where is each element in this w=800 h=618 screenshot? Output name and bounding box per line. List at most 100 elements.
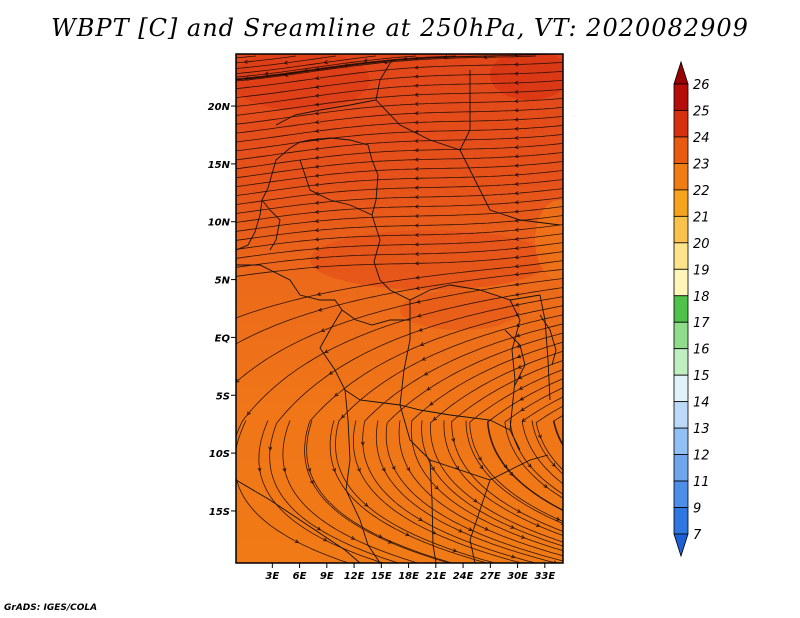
- streamline-arrow: [282, 467, 287, 473]
- streamline-arrow: [514, 126, 519, 131]
- streamline: [552, 414, 563, 447]
- colorbar-segment: [673, 163, 689, 191]
- colorbar-label: 15: [693, 369, 710, 384]
- streamline: [375, 420, 558, 563]
- streamline-arrow: [514, 108, 519, 113]
- streamline-arrow: [414, 157, 419, 162]
- streamline-arrow: [514, 282, 519, 287]
- streamline-arrow: [414, 204, 419, 209]
- colorbar-segment: [673, 83, 689, 111]
- streamline-arrow: [514, 172, 519, 177]
- streamline-arrow: [514, 62, 519, 67]
- colorbar-min-triangle: [673, 533, 689, 558]
- streamline: [236, 106, 563, 134]
- streamline-arrow: [414, 148, 419, 153]
- streamline-arrow: [415, 286, 420, 291]
- streamline: [486, 378, 563, 512]
- streamline-arrow: [314, 93, 320, 98]
- streamline: [487, 420, 563, 511]
- streamline-arrow: [514, 302, 520, 307]
- streamline: [353, 420, 523, 563]
- streamline: [236, 242, 563, 268]
- streamline-arrow: [414, 65, 419, 70]
- colorbar-label: 14: [693, 396, 710, 411]
- streamline-arrow: [527, 463, 532, 468]
- streamline-arrow: [503, 464, 508, 469]
- colorbar-segment: [673, 136, 689, 164]
- streamline-arrow: [378, 534, 383, 538]
- streamline-arrow: [414, 101, 419, 106]
- x-tick-label: 27E: [480, 571, 501, 582]
- streamline: [521, 396, 563, 485]
- streamline-arrow: [314, 255, 320, 260]
- streamline-arrow: [414, 251, 419, 256]
- y-tick-label: 15S: [209, 507, 230, 518]
- y-tick-label: 15N: [208, 160, 231, 171]
- streamline-arrow: [520, 407, 525, 412]
- streamline-arrow: [514, 255, 519, 260]
- streamline-arrow: [484, 526, 489, 531]
- streamline-arrow: [509, 471, 514, 477]
- colorbar-segment: [673, 268, 689, 297]
- streamline-arrow: [417, 313, 422, 318]
- streamline: [236, 287, 563, 438]
- streamline-arrow: [514, 292, 520, 297]
- map-panel: [235, 53, 564, 564]
- x-tick-label: 30E: [507, 571, 528, 582]
- y-tick-label: 10S: [209, 449, 230, 460]
- streamline-arrow: [514, 89, 519, 95]
- streamline-arrow: [314, 128, 320, 133]
- streamline-arrow: [514, 272, 519, 277]
- colorbar-segment: [673, 189, 689, 217]
- colorbar-label: 20: [693, 237, 710, 252]
- streamline: [304, 305, 563, 563]
- streamline: [236, 215, 563, 241]
- streamline-arrow: [518, 375, 523, 380]
- streamline-arrow: [419, 342, 425, 346]
- streamline-arrow: [316, 526, 322, 531]
- streamline-arrow: [415, 275, 420, 280]
- streamline: [236, 55, 417, 78]
- streamline-arrow: [314, 264, 320, 270]
- chart-title: WBPT [C] and Sreamline at 250hPa, VT: 20…: [51, 14, 749, 42]
- streamline-arrow: [314, 228, 319, 233]
- colorbar-segment: [673, 215, 689, 244]
- streamline-arrow: [537, 434, 542, 439]
- streamline-arrow: [350, 535, 356, 540]
- streamline-arrow: [334, 392, 339, 397]
- streamline-arrow: [514, 145, 519, 150]
- colorbar-segment: [673, 507, 689, 535]
- streamline: [236, 97, 563, 125]
- colorbar-label: 11: [693, 475, 710, 490]
- y-tick-label: 10N: [208, 218, 231, 229]
- streamline-arrow: [314, 182, 319, 187]
- y-tick-label: 5S: [216, 391, 230, 402]
- colorbar-label: 22: [693, 184, 710, 199]
- streamline-arrow: [514, 200, 519, 205]
- streamline-arrow: [432, 416, 437, 421]
- streamline: [236, 133, 563, 161]
- warm-patches: [236, 54, 563, 330]
- colorbar-segment: [673, 321, 689, 350]
- streamline: [236, 278, 563, 383]
- streamline-arrow: [516, 354, 522, 359]
- streamline-arrow: [341, 414, 346, 419]
- streamline-arrow: [323, 537, 328, 542]
- map-frame: [235, 53, 564, 564]
- streamline-arrow: [519, 396, 524, 401]
- streamline-arrow: [416, 299, 421, 304]
- streamline-arrow: [434, 485, 439, 490]
- streamline-arrow: [516, 343, 521, 348]
- streamline: [236, 142, 563, 170]
- streamline-arrow: [421, 356, 427, 361]
- streamline-arrow: [324, 349, 329, 353]
- streamline: [535, 405, 563, 471]
- x-tick-label: 24E: [453, 571, 474, 582]
- colorbar-label: 9: [693, 502, 701, 517]
- streamline-arrow: [414, 261, 419, 266]
- streamline: [236, 55, 377, 75]
- streamline: [306, 420, 454, 563]
- streamline-arrow: [451, 437, 456, 443]
- streamline-arrow: [429, 401, 434, 406]
- colorbar: 7 9 11 12 13 14 15 16 17 18 19 20 21 22 23 24 25 26: [673, 60, 710, 558]
